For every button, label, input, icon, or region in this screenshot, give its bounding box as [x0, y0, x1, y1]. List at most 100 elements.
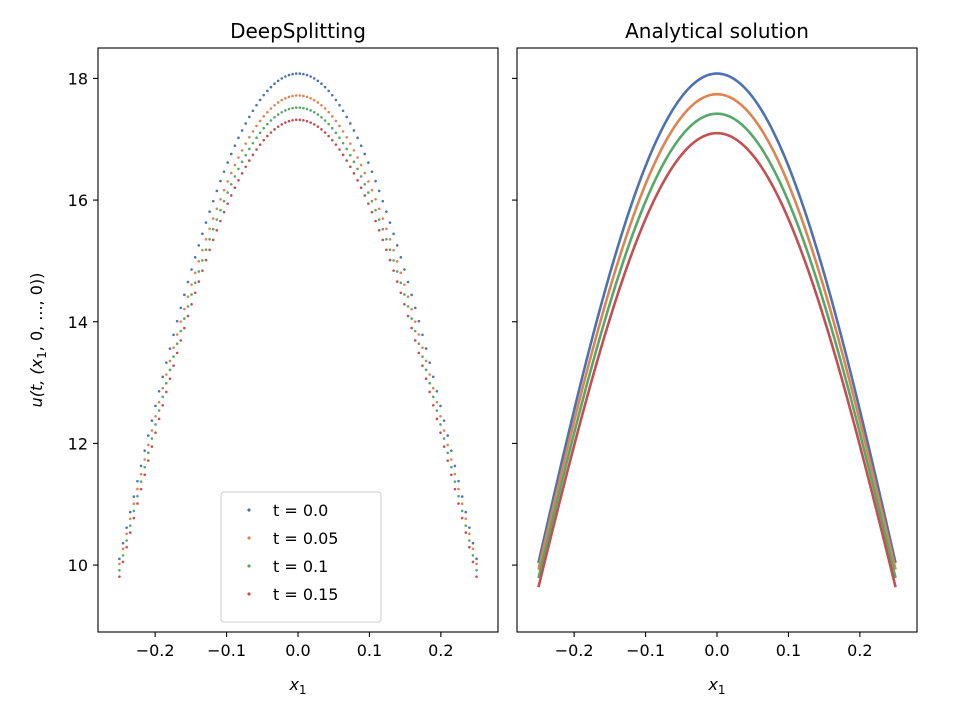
scatter-point: [183, 317, 186, 320]
scatter-point: [312, 110, 316, 114]
scatter-point: [460, 516, 464, 520]
scatter-point: [233, 144, 237, 147]
scatter-point: [128, 531, 132, 534]
scatter-point: [190, 283, 193, 286]
scatter-point: [157, 389, 161, 393]
scatter-point: [150, 445, 154, 448]
scatter-point: [406, 314, 410, 318]
right-ticks: −0.2 −0.1 0.0 0.1 0.2: [512, 77, 873, 660]
scatter-point: [276, 113, 280, 116]
scatter-point: [413, 329, 417, 333]
scatter-point: [338, 136, 341, 140]
scatter-point: [208, 210, 211, 213]
scatter-point: [222, 210, 226, 214]
scatter-point: [266, 134, 269, 138]
scatter-point: [399, 281, 403, 285]
scatter-point: [132, 495, 136, 498]
scatter-point: [125, 539, 128, 542]
scatter-point: [262, 138, 266, 142]
scatter-point: [229, 152, 233, 156]
scatter-point: [172, 355, 175, 358]
scatter-point: [251, 109, 255, 113]
scatter-point: [410, 293, 413, 297]
scatter-point: [165, 390, 168, 394]
scatter-point: [352, 129, 356, 132]
scatter-point: [453, 472, 457, 476]
scatter-point: [431, 395, 435, 399]
scatter-point: [269, 107, 273, 110]
scatter-point: [421, 333, 424, 337]
y-tick-label: 12: [68, 434, 88, 453]
scatter-point: [439, 404, 442, 408]
scatter-point: [334, 98, 338, 102]
scatter-point: [374, 197, 377, 201]
scatter-point: [435, 409, 439, 412]
scatter-point: [287, 107, 291, 111]
scatter-point: [284, 121, 287, 124]
scatter-point: [410, 317, 413, 320]
scatter-point: [395, 260, 399, 263]
scatter-point: [215, 228, 219, 232]
scatter-point: [280, 123, 284, 126]
scatter-point: [460, 502, 464, 506]
left-title: DeepSplitting: [230, 19, 366, 43]
scatter-point: [183, 326, 186, 330]
scatter-point: [424, 377, 428, 381]
scatter-point: [460, 509, 464, 513]
scatter-point: [370, 170, 374, 173]
left-panel: DeepSplitting −0.2 −0.1 0.0 0.1 0.2 10 12 14 16 1…: [27, 19, 499, 697]
scatter-point: [219, 179, 222, 183]
scatter-point: [392, 232, 395, 236]
scatter-point: [338, 103, 341, 107]
x-tick-label: 0.2: [847, 641, 872, 660]
scatter-point: [255, 148, 258, 151]
scatter-point: [428, 381, 431, 385]
scatter-point: [446, 443, 450, 447]
scatter-point: [359, 163, 363, 167]
scatter-point: [316, 125, 320, 128]
scatter-point: [370, 199, 374, 203]
scatter-point: [381, 227, 385, 231]
scatter-point: [219, 208, 222, 212]
scatter-point: [143, 449, 146, 452]
scatter-point: [175, 319, 179, 323]
scatter-point: [468, 545, 471, 549]
x-tick-label: −0.1: [626, 641, 665, 660]
scatter-point: [428, 361, 431, 364]
right-axes-frame: [516, 47, 918, 633]
scatter-point: [121, 554, 125, 557]
scatter-point: [179, 320, 183, 323]
scatter-point: [179, 339, 183, 342]
series-line: [537, 92, 897, 570]
scatter-point: [201, 269, 204, 272]
scatter-point: [204, 258, 208, 262]
scatter-point: [139, 480, 143, 483]
scatter-point: [219, 219, 222, 223]
scatter-point: [359, 186, 363, 189]
scatter-point: [121, 541, 125, 545]
scatter-point: [431, 386, 435, 390]
scatter-point: [388, 238, 392, 241]
right-xlabel: x1: [707, 675, 725, 697]
scatter-point: [413, 306, 417, 310]
scatter-point: [247, 136, 251, 139]
x-tick-label: −0.2: [555, 641, 594, 660]
scatter-point: [345, 115, 349, 119]
legend-label: t = 0.1: [273, 557, 328, 576]
scatter-point: [161, 404, 165, 407]
scatter-point: [464, 517, 468, 521]
series-line: [537, 72, 897, 564]
x-tick-label: 0.1: [776, 641, 801, 660]
scatter-point: [125, 545, 128, 549]
scatter-point: [413, 320, 417, 323]
scatter-point: [186, 280, 190, 284]
scatter-point: [428, 390, 431, 394]
scatter-point: [385, 227, 388, 231]
scatter-point: [450, 465, 453, 469]
scatter-point: [410, 307, 413, 311]
scatter-point: [291, 106, 294, 110]
scatter-point: [334, 119, 338, 123]
scatter-point: [280, 110, 284, 114]
scatter-point: [118, 562, 121, 566]
scatter-point: [450, 473, 453, 477]
